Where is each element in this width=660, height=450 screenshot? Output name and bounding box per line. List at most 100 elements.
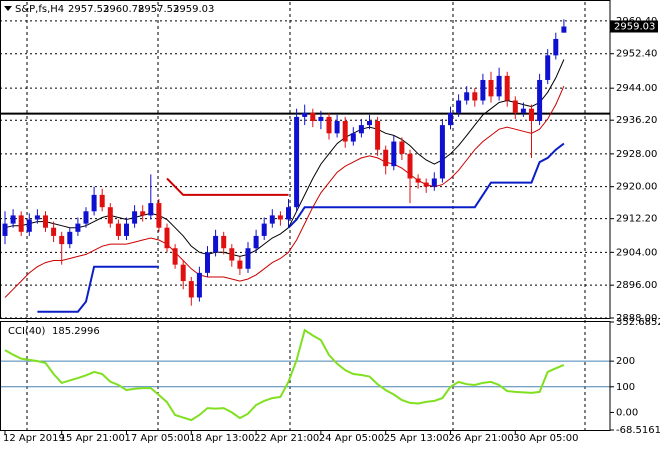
candle-body (180, 264, 186, 282)
x-tick-label: 30 Apr 05:00 (513, 433, 578, 444)
candle-body (107, 207, 113, 224)
header-close: 2959.03 (173, 4, 214, 15)
y-tick-label: 0.00 (616, 407, 638, 418)
candle-body (464, 92, 470, 101)
current-price-box (610, 20, 658, 33)
moving-average (4, 59, 565, 257)
candle-body (164, 227, 170, 249)
y-tick-label: 200 (616, 356, 635, 367)
candle-body (205, 252, 210, 273)
candle-body (221, 235, 227, 249)
candle-body (294, 116, 300, 208)
candle-body (561, 26, 567, 33)
candle-body (367, 121, 372, 126)
candle-body (245, 248, 251, 269)
header-open: 2957.53 (68, 4, 109, 15)
y-tick-label: 2952.40 (616, 49, 657, 60)
candle-body (334, 121, 340, 134)
candle-body (26, 219, 32, 232)
candle-body (237, 260, 243, 269)
candle-body (488, 79, 494, 97)
x-tick-label: 24 Apr 05:00 (319, 433, 384, 444)
candle-body (342, 121, 348, 142)
x-tick-label: 17 Apr 05:00 (125, 433, 190, 444)
candle-body (253, 235, 259, 249)
stop-line-up (37, 142, 565, 313)
candle-body (51, 227, 57, 236)
candle-body (91, 194, 97, 212)
y-tick-label: 2944.00 (616, 83, 657, 94)
candle-body (269, 215, 275, 224)
candle-body (261, 223, 267, 236)
candle-body (148, 203, 154, 216)
candle-body (553, 38, 559, 56)
candle-body (213, 235, 219, 253)
candle-body (415, 178, 421, 183)
candle-body (520, 108, 526, 113)
y-tick-label: -68.5161 (616, 425, 660, 436)
candle-body (439, 125, 445, 179)
candle-body (196, 272, 202, 298)
candle-body (358, 125, 364, 134)
candle-body (399, 141, 405, 154)
candle-body (67, 231, 73, 245)
y-tick-label: 2920.00 (616, 182, 657, 193)
candle-body (407, 153, 413, 179)
indicator-title: CCI(40) (8, 326, 46, 337)
candle-body (318, 116, 324, 122)
candle-body (350, 133, 356, 142)
stop-line-down (166, 177, 289, 196)
candle-body (75, 223, 81, 232)
candle-body (456, 100, 462, 113)
x-tick-label: 26 Apr 21:00 (449, 433, 514, 444)
collapse-icon (4, 6, 12, 11)
y-tick-label: 2912.20 (616, 214, 657, 225)
y-tick-label: 2904.00 (616, 247, 657, 258)
candle-body (431, 178, 437, 187)
current-price-label: 2959.03 (614, 22, 655, 33)
x-tick-label: 18 Apr 13:00 (189, 433, 254, 444)
candle-body (326, 116, 332, 134)
candle-body (375, 121, 381, 150)
candle-body (512, 100, 518, 113)
main-frame (0, 0, 611, 319)
candle-body (10, 215, 16, 224)
candle-body (504, 75, 510, 101)
candle-body (277, 215, 283, 220)
header-high: 2960.78 (103, 4, 144, 15)
candle-body (99, 194, 105, 208)
x-tick-label: 22 Apr 21:00 (254, 433, 319, 444)
candle-body (496, 75, 502, 97)
y-tick-label: 100 (616, 382, 635, 393)
candle-body (59, 235, 65, 245)
candle-body (391, 141, 397, 167)
cci-line (4, 328, 565, 422)
candle-body (286, 207, 291, 220)
candle-body (83, 211, 89, 224)
candle-body (188, 281, 194, 298)
candle-body (383, 149, 389, 167)
candle-body (132, 211, 138, 224)
candle-body (43, 215, 48, 228)
x-tick-label: 25 Apr 13:00 (384, 433, 449, 444)
candle-body (2, 223, 8, 236)
candle-body (480, 79, 486, 101)
x-tick-label: 15 Apr 21:00 (60, 433, 125, 444)
header-low: 2957.53 (138, 4, 179, 15)
y-tick-label: 2928.00 (616, 149, 657, 160)
indicator-frame (0, 321, 611, 431)
candle-body (124, 223, 129, 236)
candle-body (529, 108, 534, 122)
candle-body (310, 112, 316, 122)
candle-body (18, 215, 24, 232)
candle-body (448, 112, 453, 126)
y-tick-label: 2936.20 (616, 115, 657, 126)
chart-title: S&P,fs,H4 (15, 4, 64, 15)
y-tick-label: 352.6852 (616, 317, 660, 328)
candle-body (34, 215, 40, 220)
envelope-line (4, 85, 565, 298)
y-tick-label: 2888.00 (616, 313, 657, 324)
